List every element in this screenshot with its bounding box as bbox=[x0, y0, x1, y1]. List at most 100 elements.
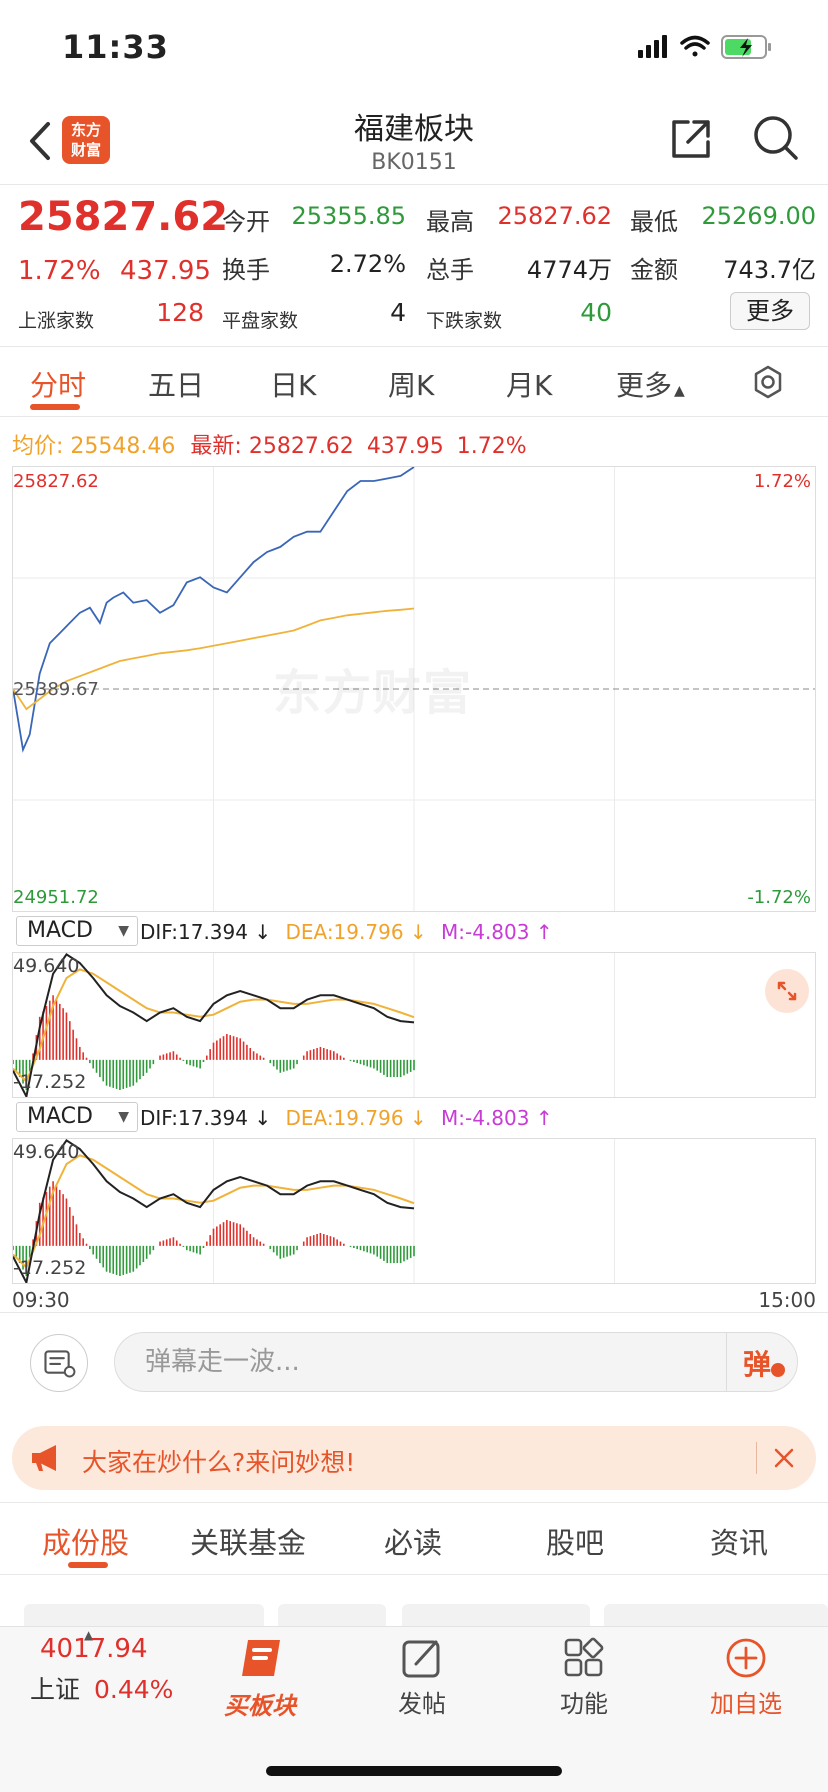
last-change: 437.95 bbox=[366, 434, 444, 459]
tab-forum[interactable]: 股吧 bbox=[546, 1526, 605, 1560]
banner-divider bbox=[756, 1442, 757, 1474]
dea-value: DEA:19.796 ↓ bbox=[285, 1106, 427, 1130]
macd-indicator-select-2[interactable]: MACD ▼ bbox=[16, 1102, 138, 1132]
flat-count-label: 平盘家数 bbox=[222, 310, 299, 332]
apps-icon bbox=[564, 1637, 604, 1677]
tab-daily-k[interactable]: 日K bbox=[270, 369, 317, 402]
watermark: 东方财富 bbox=[273, 665, 474, 721]
dif-line bbox=[13, 953, 415, 1097]
macd-chart-1[interactable]: 49.640 -17.252 bbox=[12, 952, 816, 1098]
macd-indicator-select[interactable]: MACD ▼ bbox=[16, 916, 138, 946]
nav-functions[interactable]: 功能 bbox=[524, 1634, 644, 1719]
last-pct: 1.72% bbox=[456, 434, 527, 459]
banner-text: 大家在炒什么?来问妙想! bbox=[82, 1448, 356, 1477]
index-pct: 0.44% bbox=[93, 1675, 174, 1704]
index-ticker[interactable]: 4017.94 上证 0.44% bbox=[30, 1634, 174, 1706]
down-count: 40 bbox=[580, 298, 612, 327]
down-count-label: 下跌家数 bbox=[426, 310, 503, 332]
macd-chart-2[interactable]: 49.640 -17.252 bbox=[12, 1138, 816, 1284]
edit-icon bbox=[402, 1640, 440, 1678]
bottom-tab-underline bbox=[68, 1562, 108, 1568]
macd-y-max: 49.640 bbox=[13, 1141, 80, 1163]
wifi-icon bbox=[680, 35, 710, 57]
low-value: 25269.00 bbox=[701, 202, 816, 230]
check-badge-icon bbox=[771, 1363, 785, 1377]
last-value: 25827.62 bbox=[248, 434, 354, 459]
up-count: 128 bbox=[156, 298, 204, 327]
last-price: 25827.62 bbox=[18, 194, 229, 240]
open-label: 今开 bbox=[222, 208, 270, 236]
app-logo: 东方 财富 bbox=[62, 116, 110, 164]
tab-weekly-k[interactable]: 周K bbox=[388, 369, 435, 402]
last-label: 最新: bbox=[190, 434, 242, 459]
home-indicator bbox=[266, 1766, 562, 1776]
danmu-settings-icon[interactable] bbox=[30, 1334, 88, 1392]
page-title: 福建板块 bbox=[354, 112, 474, 147]
tab-intraday[interactable]: 分时 bbox=[30, 369, 87, 402]
battery-icon bbox=[721, 35, 771, 59]
volume-label: 总手 bbox=[426, 256, 474, 284]
dif-value: DIF:17.394 ↓ bbox=[140, 920, 272, 944]
ask-banner[interactable]: 大家在炒什么?来问妙想! bbox=[12, 1426, 816, 1490]
nav-buy-sector[interactable]: 买板块 bbox=[200, 1634, 320, 1721]
dif-value: DIF:17.394 ↓ bbox=[140, 1106, 272, 1130]
nav-post[interactable]: 发帖 bbox=[362, 1634, 482, 1719]
macd-y-min: -17.252 bbox=[13, 1257, 87, 1279]
expand-icon[interactable] bbox=[765, 969, 809, 1013]
add-circle-icon bbox=[726, 1638, 766, 1678]
megaphone-icon bbox=[32, 1445, 56, 1471]
avg-line bbox=[13, 607, 415, 711]
low-label: 最低 bbox=[630, 208, 678, 236]
dif-line bbox=[13, 1139, 415, 1283]
y-mid-label: 25389.67 bbox=[13, 679, 99, 700]
index-name: 上证 bbox=[30, 1675, 81, 1704]
y-max-label: 25827.62 bbox=[13, 471, 99, 492]
macd-legend: DIF:17.394 ↓ DEA:19.796 ↓ M:-4.803 ↑ bbox=[140, 920, 553, 944]
tab-news[interactable]: 资讯 bbox=[710, 1526, 769, 1560]
tab-must-read[interactable]: 必读 bbox=[384, 1526, 443, 1560]
macd-legend-2: DIF:17.394 ↓ DEA:19.796 ↓ M:-4.803 ↑ bbox=[140, 1106, 553, 1130]
volume-value: 4774万 bbox=[526, 256, 612, 284]
avg-label: 均价: bbox=[12, 434, 64, 459]
index-value: 4017.94 bbox=[40, 1634, 148, 1664]
macd-svg-1 bbox=[13, 953, 615, 1097]
tab-underline bbox=[30, 404, 80, 410]
turnover-label: 换手 bbox=[222, 256, 270, 284]
tab-related-funds[interactable]: 关联基金 bbox=[190, 1526, 307, 1560]
intraday-chart[interactable]: 25827.62 25389.67 24951.72 1.72% -1.72% … bbox=[12, 466, 816, 912]
pct-min-label: -1.72% bbox=[747, 887, 811, 908]
macd-svg-2 bbox=[13, 1139, 615, 1283]
x-start-label: 09:30 bbox=[12, 1288, 70, 1312]
amount-label: 金额 bbox=[630, 256, 678, 284]
triangle-down-icon: ▲ bbox=[674, 383, 685, 399]
tab-constituents[interactable]: 成份股 bbox=[42, 1526, 130, 1560]
divider bbox=[0, 184, 828, 185]
nav-add-watchlist[interactable]: 加自选 bbox=[686, 1634, 806, 1719]
status-time: 11:33 bbox=[62, 28, 169, 66]
gear-icon[interactable] bbox=[750, 364, 786, 400]
m-value: M:-4.803 ↑ bbox=[441, 920, 553, 944]
caret-down-icon: ▼ bbox=[118, 923, 129, 939]
caret-down-icon: ▼ bbox=[118, 1109, 129, 1125]
bottom-nav bbox=[0, 1626, 828, 1792]
tab-monthly-k[interactable]: 月K bbox=[506, 369, 553, 402]
price-info-line: 均价: 25548.46 最新: 25827.62 437.95 1.72% bbox=[12, 428, 527, 460]
macd-y-min: -17.252 bbox=[13, 1071, 87, 1093]
sector-code: BK0151 bbox=[371, 150, 457, 175]
danmu-input[interactable]: 弹幕走一波... bbox=[114, 1332, 798, 1392]
divider bbox=[0, 1312, 828, 1313]
danmu-send-button[interactable]: 弹 bbox=[726, 1333, 798, 1391]
share-icon[interactable] bbox=[668, 116, 714, 162]
close-icon[interactable] bbox=[772, 1446, 796, 1470]
turnover-value: 2.72% bbox=[329, 250, 406, 278]
y-min-label: 24951.72 bbox=[13, 887, 99, 908]
pct-max-label: 1.72% bbox=[753, 471, 811, 492]
back-button[interactable] bbox=[22, 118, 62, 164]
avg-value: 25548.46 bbox=[70, 434, 176, 459]
more-quote-button[interactable]: 更多 bbox=[730, 292, 810, 330]
add-watchlist-label: 加自选 bbox=[710, 1690, 782, 1718]
search-icon[interactable] bbox=[752, 114, 800, 162]
tab-five-day[interactable]: 五日 bbox=[148, 369, 205, 402]
divider bbox=[0, 1574, 828, 1575]
tab-more[interactable]: 更多 ▲ bbox=[616, 369, 685, 402]
